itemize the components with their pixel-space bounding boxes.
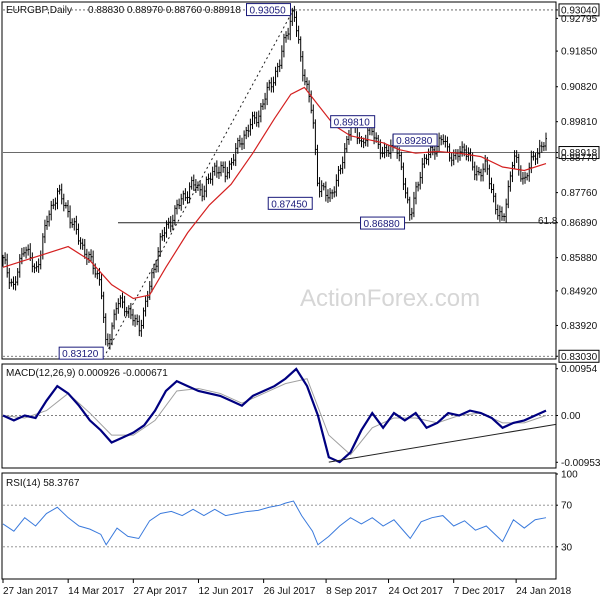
x-axis-label: 27 Apr 2017 <box>133 586 187 597</box>
price-axis-label: 0.93040 <box>561 5 598 16</box>
price-annotation-box <box>267 196 313 210</box>
rsi-axis-label: 30 <box>561 542 573 553</box>
x-axis-label: 26 Jul 2017 <box>264 586 316 597</box>
price-annotation-box <box>58 346 104 360</box>
price-axis-highlight-box <box>558 349 600 363</box>
fib-label: 61.8 <box>538 216 558 227</box>
price-axis-highlight-box <box>558 146 600 160</box>
price-plot <box>2 5 556 357</box>
rsi-axis-label: 70 <box>561 501 573 512</box>
x-axis-label: 8 Sep 2017 <box>326 586 378 597</box>
price-axis-label: 0.86890 <box>561 218 598 229</box>
price-annotation-box <box>246 3 292 17</box>
x-axis-label: 24 Oct 2017 <box>389 586 444 597</box>
rsi-panel-frame <box>1 472 557 580</box>
price-annotation-label: 0.86880 <box>364 219 401 230</box>
macd-label: MACD(12,26,9) 0.000926 -0.000671 <box>6 368 168 379</box>
price-axis-label: 0.90820 <box>561 82 598 93</box>
annotations: 0.93050 0.89810 0.89280 0.87450 0.86880 0.831… <box>58 3 438 360</box>
macd-plot <box>2 367 557 464</box>
macd-line <box>2 367 547 464</box>
price-annotation-box <box>360 216 406 230</box>
price-annotation-label: 0.89810 <box>334 118 371 129</box>
macd-trendline <box>328 423 557 463</box>
watermark: ActionForex.com <box>300 285 480 312</box>
price-axis-label: 0.89810 <box>561 117 598 128</box>
rsi-axis-label: 100 <box>561 470 578 481</box>
price-axis-label: 0.91850 <box>561 47 598 58</box>
price-axis-label: 0.83920 <box>561 321 598 332</box>
rsi-plot <box>2 500 556 548</box>
rsi-line <box>2 500 547 546</box>
price-panel-frame <box>1 1 557 360</box>
x-axis-label: 12 Jun 2017 <box>198 586 253 597</box>
x-axis-label: 14 Mar 2017 <box>68 586 125 597</box>
price-axis-label: 0.92795 <box>561 14 598 25</box>
price-annotation-label: 0.87450 <box>271 199 308 210</box>
price-annotation-label: 0.83120 <box>62 349 99 360</box>
price-header-symbol: EURGBP,Daily <box>6 5 72 16</box>
price-axis-highlight-box <box>558 3 600 17</box>
x-axis-label: 27 Jan 2017 <box>3 586 58 597</box>
price-axis-label: 0.87760 <box>561 188 598 199</box>
price-axis-label: 0.84920 <box>561 286 598 297</box>
price-axis-label: 0.83030 <box>561 352 598 363</box>
x-axis-label: 7 Dec 2017 <box>454 586 506 597</box>
macd-axis-label: 0.00 <box>561 411 581 422</box>
price-annotation-label: 0.93050 <box>250 6 287 17</box>
rsi-label: RSI(14) 58.3767 <box>6 478 80 489</box>
moving-average-line <box>2 86 547 300</box>
price-axis-label: 0.88918 <box>561 148 598 159</box>
price-annotation-box <box>392 133 438 147</box>
price-annotation-label: 0.89280 <box>396 136 433 147</box>
price-annotation-box <box>330 115 376 129</box>
macd-axis-label: -0.009538 <box>561 458 600 469</box>
macd-signal-line <box>2 378 547 456</box>
x-axis-label: 24 Jan 2018 <box>516 586 571 597</box>
price-axis-label: 0.88770 <box>561 153 598 164</box>
price-header-ohlc: 0.88830 0.88970 0.88760 0.88918 <box>88 5 241 16</box>
macd-axis-label: 0.00954 <box>561 364 598 375</box>
price-axis-label: 0.85880 <box>561 253 598 264</box>
